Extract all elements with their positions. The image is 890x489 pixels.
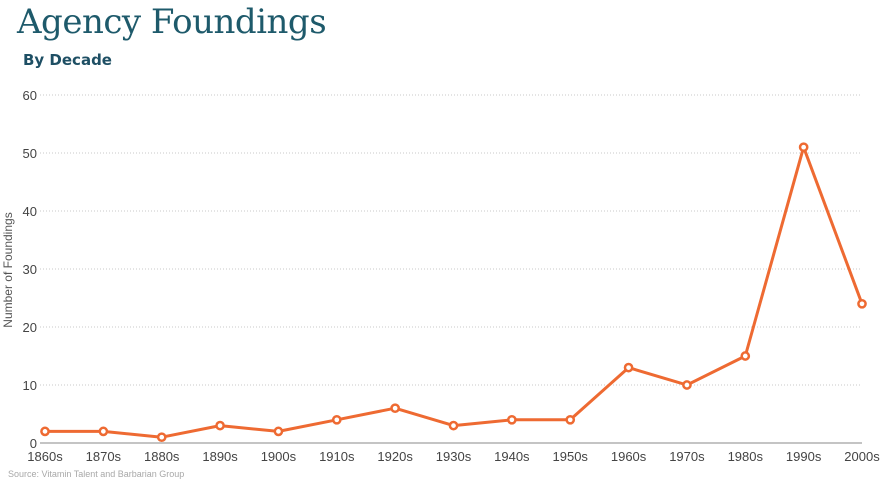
y-tick-label: 20 xyxy=(23,320,37,335)
x-tick-label: 1970s xyxy=(669,449,705,464)
x-tick-labels: 1860s 1870s 1880s 1890s 1900s 1910s 1920s 1930s… xyxy=(27,449,880,464)
x-tick-label: 1910s xyxy=(319,449,355,464)
y-tick-label: 0 xyxy=(30,436,37,451)
x-tick-label: 1860s xyxy=(27,449,63,464)
data-point xyxy=(156,432,167,443)
series-line xyxy=(43,145,864,439)
data-point xyxy=(390,403,400,414)
y-tick-label: 30 xyxy=(23,262,37,277)
y-tick-label: 60 xyxy=(23,88,37,103)
x-tick-label: 1950s xyxy=(553,449,589,464)
source-note: Source: Vitamin Talent and Barbarian Gro… xyxy=(8,469,185,479)
data-point xyxy=(798,142,809,153)
data-point xyxy=(740,351,751,361)
series-line-group xyxy=(40,142,867,443)
data-point xyxy=(623,362,634,373)
x-tick-label: 1980s xyxy=(728,449,764,464)
data-point xyxy=(448,420,459,431)
data-point xyxy=(273,426,284,437)
y-axis-label: Number of Foundings xyxy=(1,212,15,327)
data-point xyxy=(857,298,867,309)
x-tick-label: 1940s xyxy=(494,449,530,464)
y-tick-label: 10 xyxy=(23,378,37,393)
data-point xyxy=(215,420,225,431)
data-point xyxy=(507,414,517,425)
data-point xyxy=(40,426,50,437)
data-point xyxy=(565,414,576,425)
y-tick-label: 50 xyxy=(23,146,37,161)
x-tick-label: 1870s xyxy=(86,449,122,464)
x-tick-label: 1880s xyxy=(144,449,180,464)
chart-title: Agency Foundings xyxy=(17,2,327,42)
x-tick-label: 1890s xyxy=(202,449,238,464)
x-tick-label: 2000s xyxy=(844,449,880,464)
chart-subtitle: By Decade xyxy=(23,51,112,69)
x-tick-label: 1960s xyxy=(611,449,647,464)
y-axis: 0 10 20 30 40 50 60 xyxy=(23,88,37,451)
data-point xyxy=(98,426,109,437)
y-tick-label: 40 xyxy=(23,204,37,219)
data-point xyxy=(331,414,342,425)
x-tick-label: 1900s xyxy=(261,449,297,464)
x-tick-label: 1920s xyxy=(377,449,413,464)
gridlines xyxy=(40,94,862,386)
x-tick-label: 1990s xyxy=(786,449,822,464)
data-point xyxy=(682,380,692,390)
x-tick-label: 1930s xyxy=(436,449,472,464)
